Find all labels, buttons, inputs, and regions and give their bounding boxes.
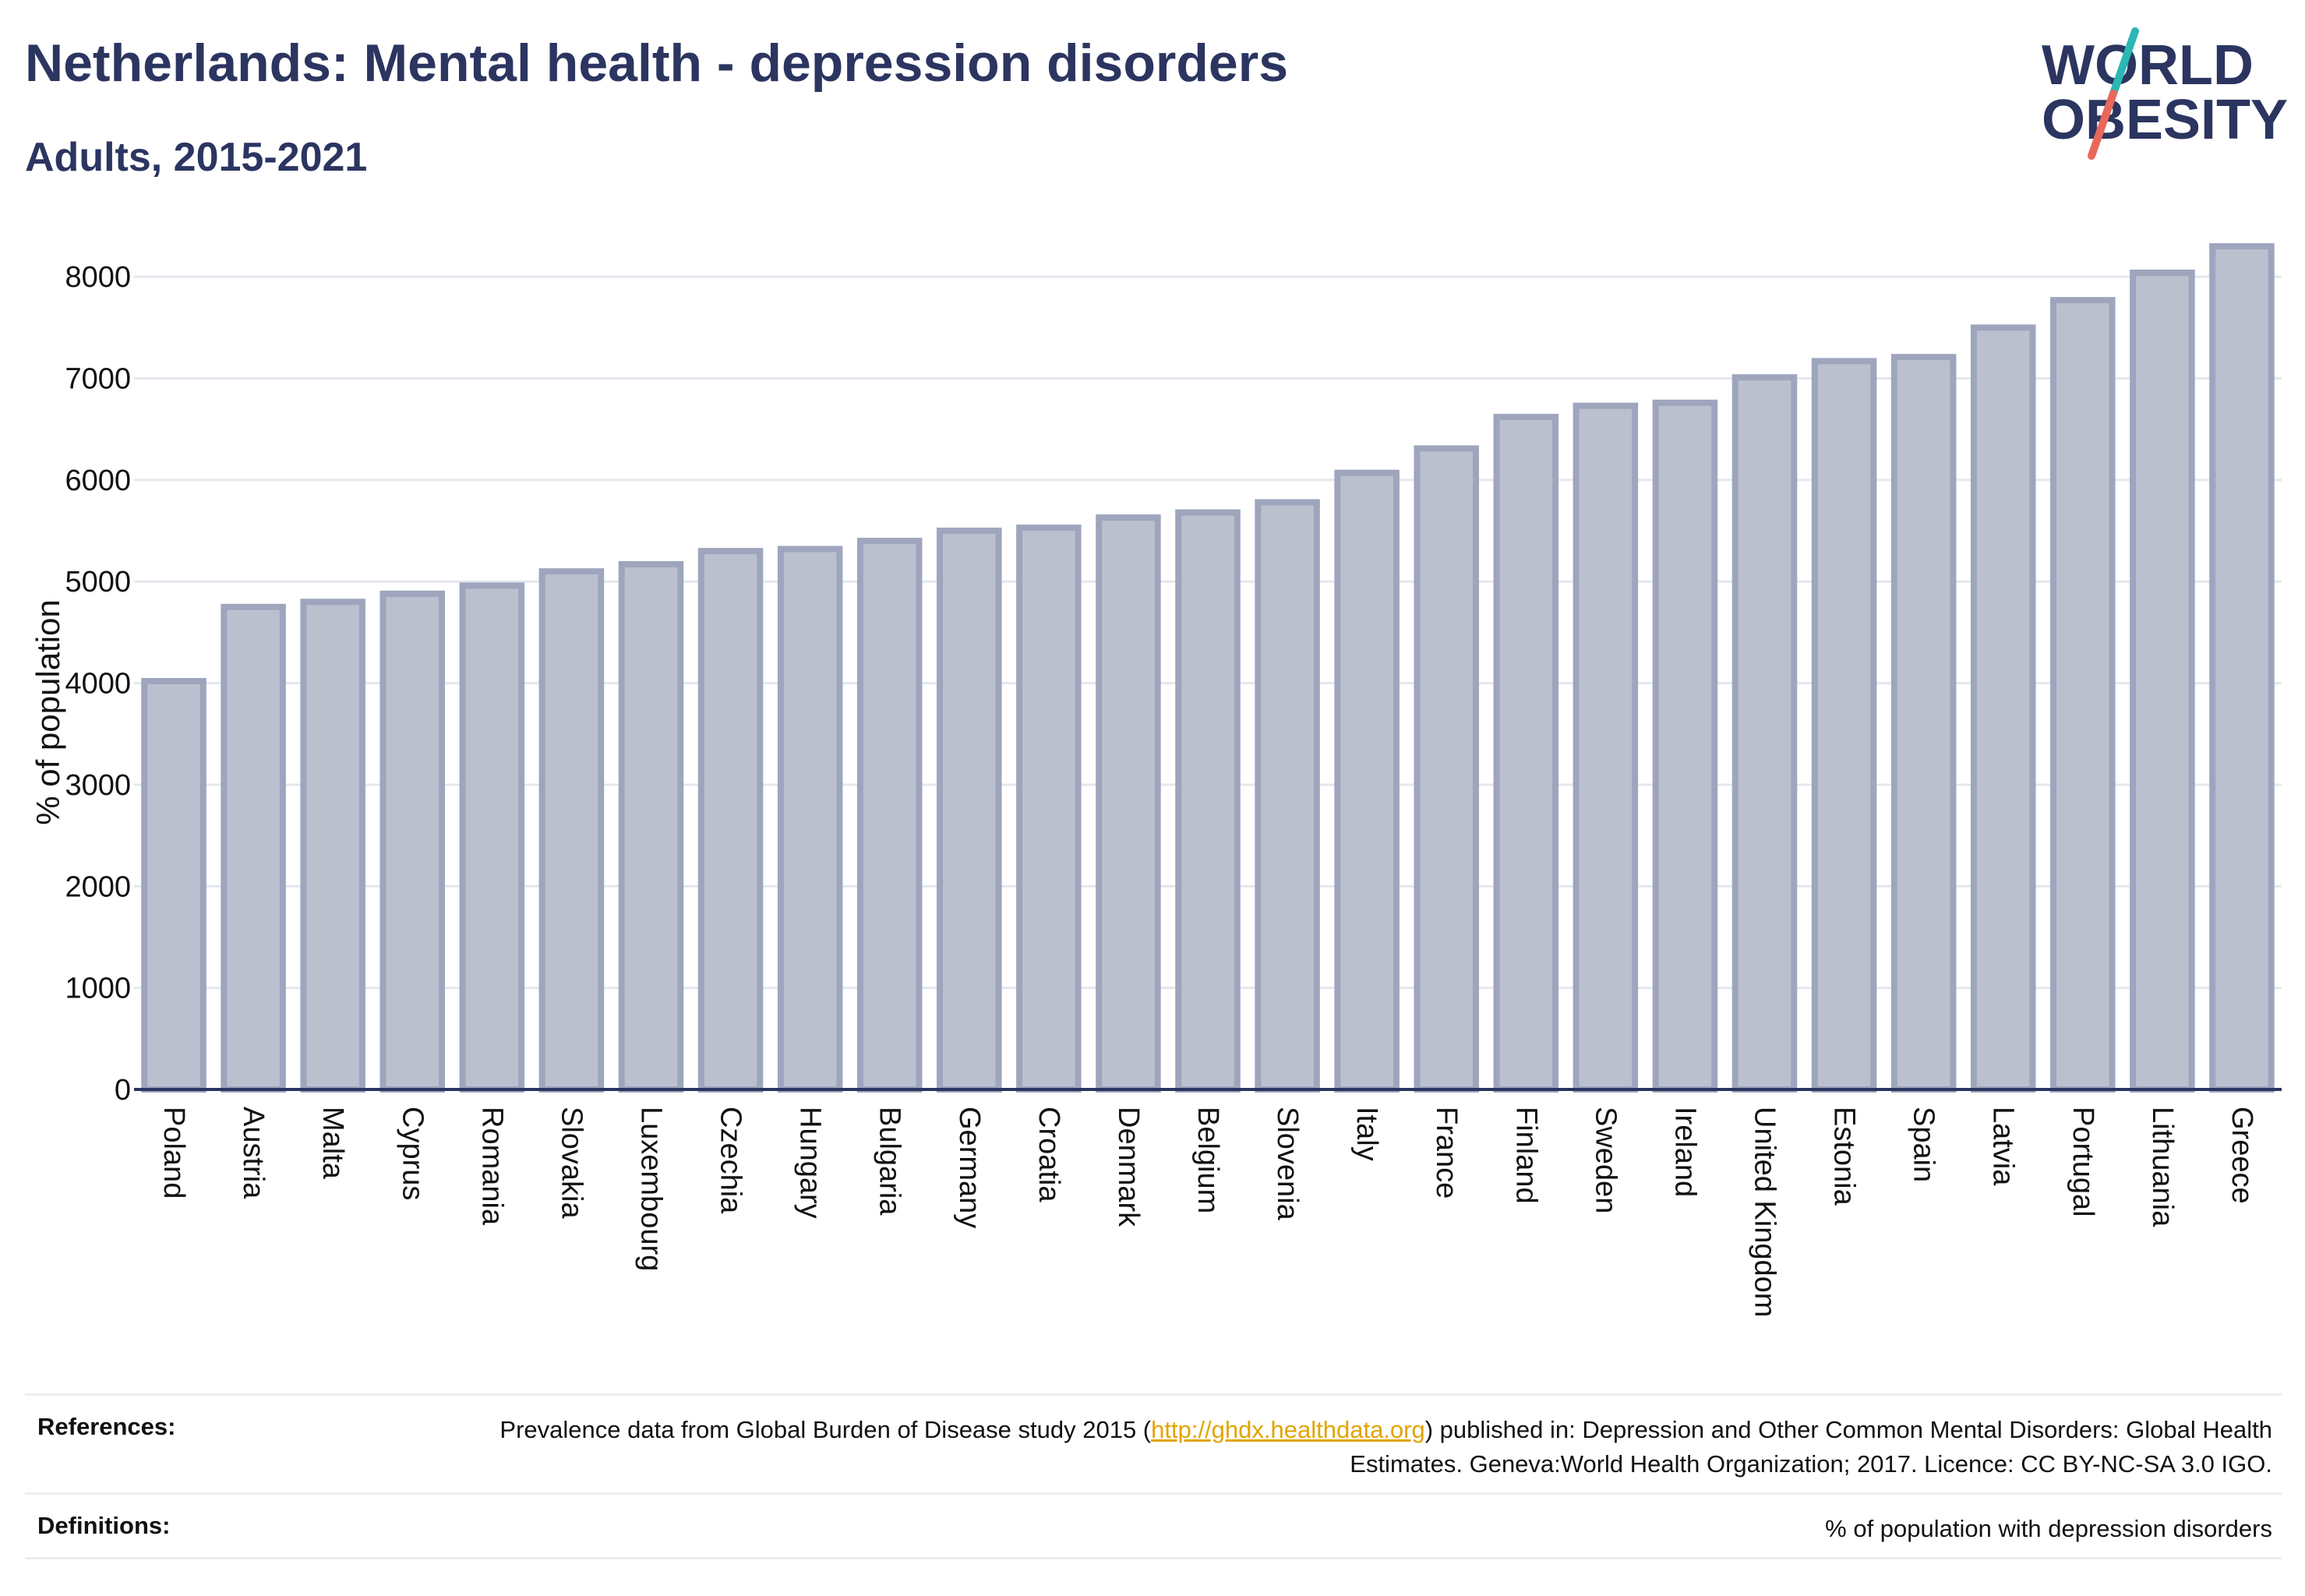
- bar: [697, 548, 764, 1093]
- y-tick-label: 3000: [65, 769, 131, 802]
- bar: [379, 590, 446, 1093]
- x-tick-label: Denmark: [1112, 1107, 1145, 1227]
- bar: [1573, 402, 1639, 1093]
- references-row: References: Prevalence data from Global …: [25, 1393, 2282, 1492]
- definitions-text: % of population with depression disorder…: [1825, 1515, 2272, 1542]
- x-tick-label: Slovenia: [1271, 1107, 1304, 1221]
- x-tick-label: Italy: [1350, 1107, 1383, 1161]
- references-post: ) published in: Depression and Other Com…: [1350, 1416, 2272, 1478]
- y-tick-labels: 0 1000 2000 3000 4000 5000 6000 7000 8000: [65, 261, 131, 1107]
- y-tick-label: 1000: [65, 973, 131, 1005]
- x-tick-label: Czechia: [715, 1107, 747, 1214]
- bar: [937, 528, 1002, 1093]
- bar: [141, 677, 206, 1093]
- bar: [300, 598, 365, 1093]
- bar: [1811, 358, 1877, 1093]
- bar: [618, 561, 684, 1093]
- x-tick-label: Sweden: [1589, 1107, 1622, 1213]
- x-tick-label: Finland: [1509, 1107, 1542, 1204]
- y-tick-label: 4000: [65, 668, 131, 701]
- x-tick-label: Poland: [157, 1107, 190, 1199]
- bar: [1970, 324, 2036, 1093]
- bar: [1652, 399, 1718, 1093]
- bar: [777, 546, 843, 1093]
- bar: [221, 603, 286, 1093]
- x-tick-label: Ireland: [1668, 1107, 1701, 1197]
- x-tick-label: Romania: [475, 1107, 508, 1226]
- logo-teal-slash: [2109, 27, 2139, 97]
- x-tick-label: Greece: [2226, 1107, 2258, 1204]
- footer: References: Prevalence data from Global …: [25, 1393, 2282, 1559]
- y-tick-label: 2000: [65, 870, 131, 903]
- y-tick-label: 8000: [65, 261, 131, 294]
- definitions-row: Definitions: % of population with depres…: [25, 1492, 2282, 1559]
- y-tick-label: 0: [115, 1074, 131, 1107]
- y-axis-title: % of population: [30, 599, 66, 825]
- bar: [1255, 499, 1320, 1093]
- bar: [1890, 354, 1957, 1093]
- bar-chart: 0 1000 2000 3000 4000 5000 6000 7000 8000 Poland…: [30, 243, 2282, 1317]
- bar: [459, 582, 525, 1093]
- references-label: References:: [37, 1413, 176, 1440]
- x-tick-label: Hungary: [794, 1107, 827, 1219]
- x-tick-label: Lithuania: [2146, 1107, 2179, 1227]
- logo-coral-slash: [2088, 90, 2117, 160]
- bar: [1731, 374, 1798, 1093]
- bar-layer: [141, 243, 2275, 1093]
- bar: [2130, 269, 2195, 1093]
- x-tick-label: Germany: [953, 1107, 986, 1228]
- world-obesity-logo: WORLD OBESITY: [2042, 27, 2288, 160]
- x-tick-label: Portugal: [2067, 1107, 2099, 1217]
- bar: [2209, 243, 2275, 1093]
- x-tick-label: Belgium: [1191, 1107, 1224, 1213]
- bar: [1096, 514, 1161, 1093]
- logo-word-obesity: OBESITY: [2042, 89, 2288, 151]
- references-pre: Prevalence data from Global Burden of Di…: [499, 1416, 1152, 1443]
- bar: [1334, 469, 1400, 1093]
- references-link[interactable]: http://ghdx.healthdata.org: [1151, 1416, 1425, 1443]
- y-tick-label: 5000: [65, 566, 131, 598]
- x-tick-label: Slovakia: [555, 1107, 588, 1219]
- x-tick-label: Latvia: [1987, 1107, 2020, 1186]
- x-tick-label: France: [1430, 1107, 1463, 1199]
- page-subtitle: Adults, 2015-2021: [25, 135, 368, 180]
- x-tick-label: Malta: [316, 1107, 349, 1180]
- x-tick-label: Estonia: [1828, 1107, 1861, 1206]
- y-tick-label: 6000: [65, 464, 131, 497]
- references-text: Prevalence data from Global Burden of Di…: [441, 1413, 2272, 1481]
- x-tick-label: Austria: [237, 1107, 270, 1199]
- bar: [1414, 445, 1479, 1093]
- definitions-label: Definitions:: [37, 1512, 171, 1539]
- x-tick-label: Croatia: [1032, 1107, 1065, 1202]
- x-tick-label: United Kingdom: [1749, 1107, 1781, 1317]
- bar: [2050, 297, 2116, 1093]
- y-tick-label: 7000: [65, 363, 131, 396]
- bar: [856, 538, 923, 1093]
- bar: [1016, 524, 1082, 1093]
- bar: [538, 568, 605, 1093]
- bar: [1493, 414, 1559, 1093]
- x-tick-label: Luxembourg: [634, 1107, 667, 1271]
- x-tick-labels: Poland Austria Malta Cyprus Romania Slovakia L…: [157, 1107, 2258, 1317]
- x-tick-label: Cyprus: [396, 1107, 429, 1200]
- x-tick-label: Bulgaria: [874, 1107, 906, 1216]
- x-tick-label: Spain: [1908, 1107, 1940, 1182]
- bar: [1175, 509, 1241, 1093]
- page-title: Netherlands: Mental health - depression …: [25, 34, 1289, 93]
- logo-word-world: WORLD: [2042, 34, 2254, 97]
